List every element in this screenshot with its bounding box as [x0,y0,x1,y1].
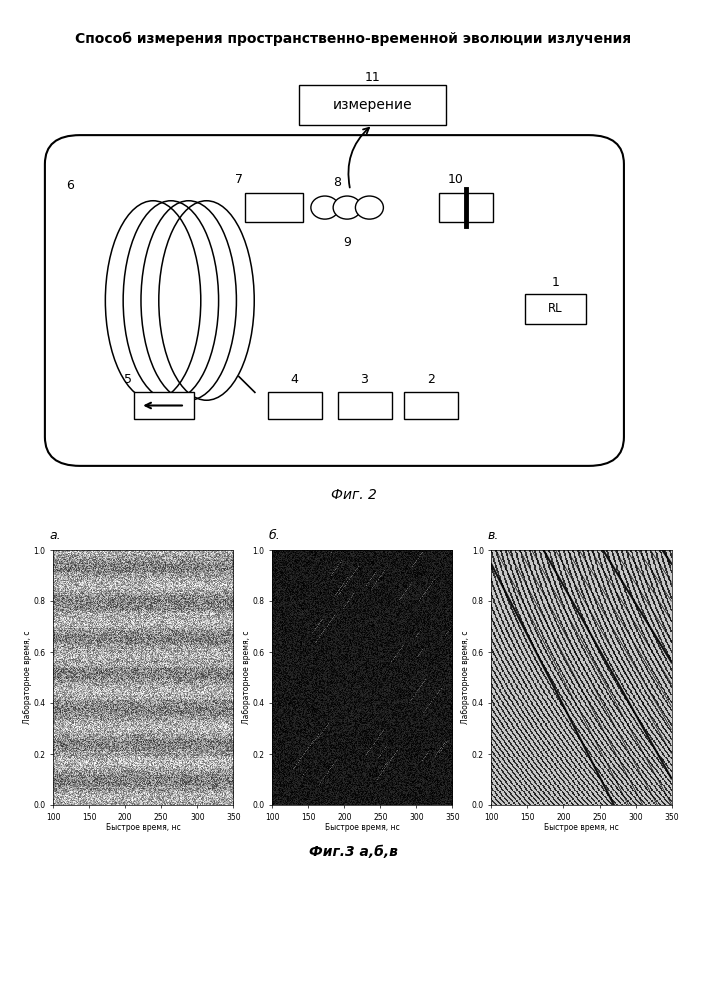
Bar [245,193,303,222]
Y-axis label: Лабораторное время, с: Лабораторное время, с [23,631,32,724]
Text: 8: 8 [334,176,341,189]
Circle shape [311,196,339,219]
Text: Фиг.3 а,б,в: Фиг.3 а,б,в [309,845,398,859]
Bar [268,392,322,419]
Text: RL: RL [548,302,563,315]
Text: 6: 6 [66,179,74,192]
Bar [525,294,585,324]
Bar [134,392,194,419]
Bar [300,85,446,125]
Text: в.: в. [488,529,499,542]
X-axis label: Быстрое время, нс: Быстрое время, нс [106,823,180,832]
Text: 7: 7 [235,173,243,186]
Text: 4: 4 [291,373,298,386]
Text: 10: 10 [448,173,463,186]
Text: б.: б. [269,529,281,542]
Bar [440,193,493,222]
Text: 9: 9 [343,236,351,249]
Text: измерение: измерение [333,98,412,112]
Text: 3: 3 [361,373,368,386]
Text: Способ измерения пространственно-временной эволюции излучения: Способ измерения пространственно-временн… [76,32,631,46]
Text: 2: 2 [427,373,435,386]
Circle shape [333,196,361,219]
X-axis label: Быстрое время, нс: Быстрое время, нс [325,823,399,832]
X-axis label: Быстрое время, нс: Быстрое время, нс [544,823,619,832]
Bar [338,392,392,419]
Circle shape [356,196,383,219]
Text: 11: 11 [365,71,380,84]
Text: 5: 5 [124,373,132,386]
Y-axis label: Лабораторное время, с: Лабораторное время, с [461,631,470,724]
Bar [404,392,459,419]
Text: а.: а. [49,529,61,542]
Text: Фиг. 2: Фиг. 2 [331,488,376,502]
Text: 1: 1 [551,276,559,289]
Y-axis label: Лабораторное время, с: Лабораторное время, с [242,631,251,724]
